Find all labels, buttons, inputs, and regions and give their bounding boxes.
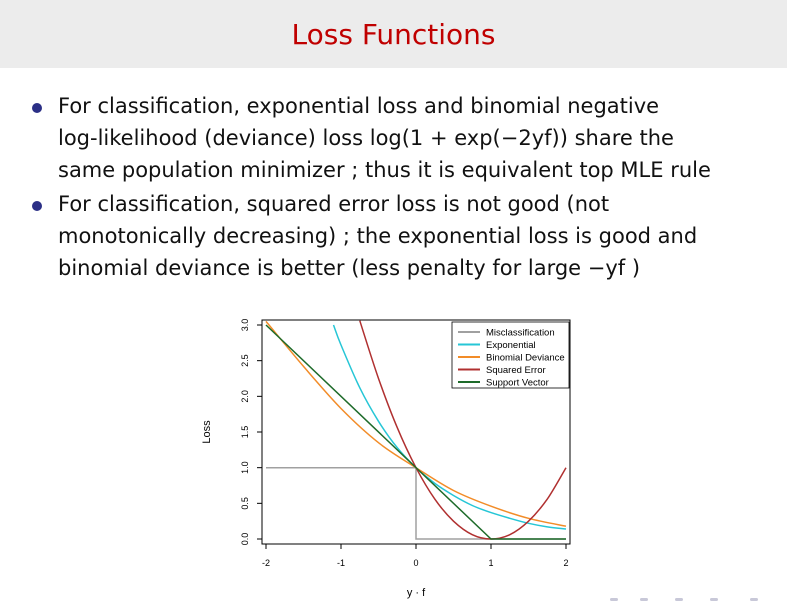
x-tick-label: 1 (488, 558, 493, 568)
bullet-line: log-likelihood (deviance) loss log(1 + e… (58, 126, 674, 150)
legend-label: Squared Error (486, 365, 546, 376)
x-tick-label: -2 (262, 558, 270, 568)
bullet-line: binomial deviance is better (less penalt… (58, 256, 641, 280)
nav-frame-icon[interactable] (640, 598, 648, 601)
legend-label: Support Vector (486, 378, 549, 389)
bullet-dot-icon (32, 103, 42, 113)
y-tick-label: 0.0 (240, 533, 250, 546)
bullet-line: same population minimizer ; thus it is e… (58, 158, 711, 182)
y-tick-label: 2.5 (240, 354, 250, 367)
bullet-dot-icon (32, 201, 42, 211)
bullet-line: monotonically decreasing) ; the exponent… (58, 224, 698, 248)
bullet-list: For classification, exponential loss and… (28, 90, 768, 286)
x-axis-label: y · f (407, 587, 426, 599)
bullet-line: For classification, squared error loss i… (58, 192, 610, 216)
legend-label: Exponential (486, 340, 536, 351)
y-tick-label: 2.0 (240, 390, 250, 403)
y-tick-label: 1.0 (240, 461, 250, 474)
y-axis-label: Loss (201, 420, 213, 444)
nav-search-icon[interactable] (750, 598, 758, 601)
legend-label: Misclassification (486, 328, 555, 339)
bullet-line: For classification, exponential loss and… (58, 94, 660, 118)
series-line-support-vector (265, 324, 566, 540)
y-tick-label: 3.0 (240, 319, 250, 332)
series-line-squared-error (359, 320, 567, 540)
slide-nav-controls[interactable] (600, 596, 780, 604)
x-tick-label: -1 (337, 558, 345, 568)
nav-prev-icon[interactable] (610, 598, 618, 601)
x-tick-label: 2 (563, 558, 568, 568)
y-tick-label: 0.5 (240, 497, 250, 510)
title-bar (0, 0, 787, 68)
slide-title: Loss Functions (291, 18, 496, 51)
bullet-item: For classification, squared error loss i… (28, 188, 768, 284)
x-tick-label: 0 (413, 558, 418, 568)
nav-subsection-icon[interactable] (710, 598, 718, 601)
legend-label: Binomial Deviance (486, 353, 565, 364)
loss-chart-svg: -2 -1 0 1 2 0.0 0.5 1.0 1.5 2.0 2.5 3.0 y · f Loss Mis… (201, 319, 571, 599)
y-tick-label: 1.5 (240, 426, 250, 439)
loss-chart: -2 -1 0 1 2 0.0 0.5 1.0 1.5 2.0 2.5 3.0 y · f Loss Mis… (190, 300, 590, 600)
bullet-item: For classification, exponential loss and… (28, 90, 768, 186)
nav-section-icon[interactable] (675, 598, 683, 601)
